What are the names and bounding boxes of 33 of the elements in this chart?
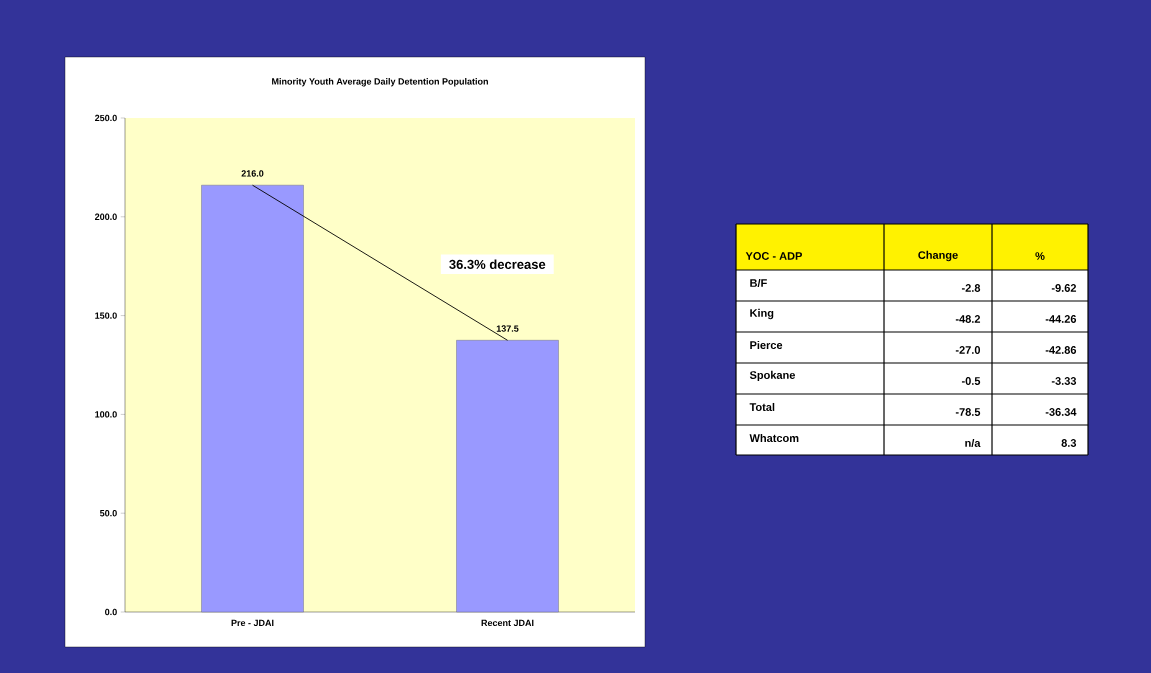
y-tick-label: 0.0 [105, 608, 117, 616]
text: YOC - ADP [745, 252, 802, 260]
data-label: -27.0 [955, 346, 981, 354]
data-label: 137.5 [496, 325, 519, 332]
y-tick-label: 150.0 [95, 312, 117, 319]
x-tick-label: Pre - JDAI [231, 619, 274, 627]
y-tick-label: 250.0 [94, 114, 117, 122]
data-label: -42.86 [1045, 346, 1077, 354]
data-label: -9.62 [1051, 284, 1077, 292]
data-label: 216.0 [241, 170, 264, 177]
chart-title: Minority Youth Average Daily Detention Population [272, 78, 488, 87]
data-label: -48.2 [955, 315, 981, 323]
text: % [1035, 252, 1045, 260]
category-label: Total [749, 402, 775, 412]
data-label: -78.5 [955, 408, 981, 416]
series-label: Change [918, 250, 958, 262]
category-label: King [750, 308, 774, 320]
data-label: n/a [965, 438, 981, 448]
data-label: 8.3 [1061, 439, 1077, 447]
x-tick-label: Recent JDAI [481, 619, 534, 627]
category-label: Whatcom [749, 433, 799, 443]
annotation: 36.3% decrease [449, 259, 546, 269]
data-label: -44.26 [1045, 315, 1077, 323]
data-label: -36.34 [1045, 408, 1077, 416]
category-label: Pierce [750, 340, 783, 350]
data-label: -3.33 [1051, 377, 1077, 385]
data-label: -2.8 [961, 284, 981, 292]
y-tick-label: 200.0 [94, 213, 117, 220]
y-tick-label: 50.0 [99, 510, 117, 517]
y-tick-label: 100.0 [95, 411, 117, 418]
category-label: B/F [750, 278, 767, 288]
category-label: Spokane [749, 370, 796, 382]
data-label: -0.5 [961, 377, 981, 385]
